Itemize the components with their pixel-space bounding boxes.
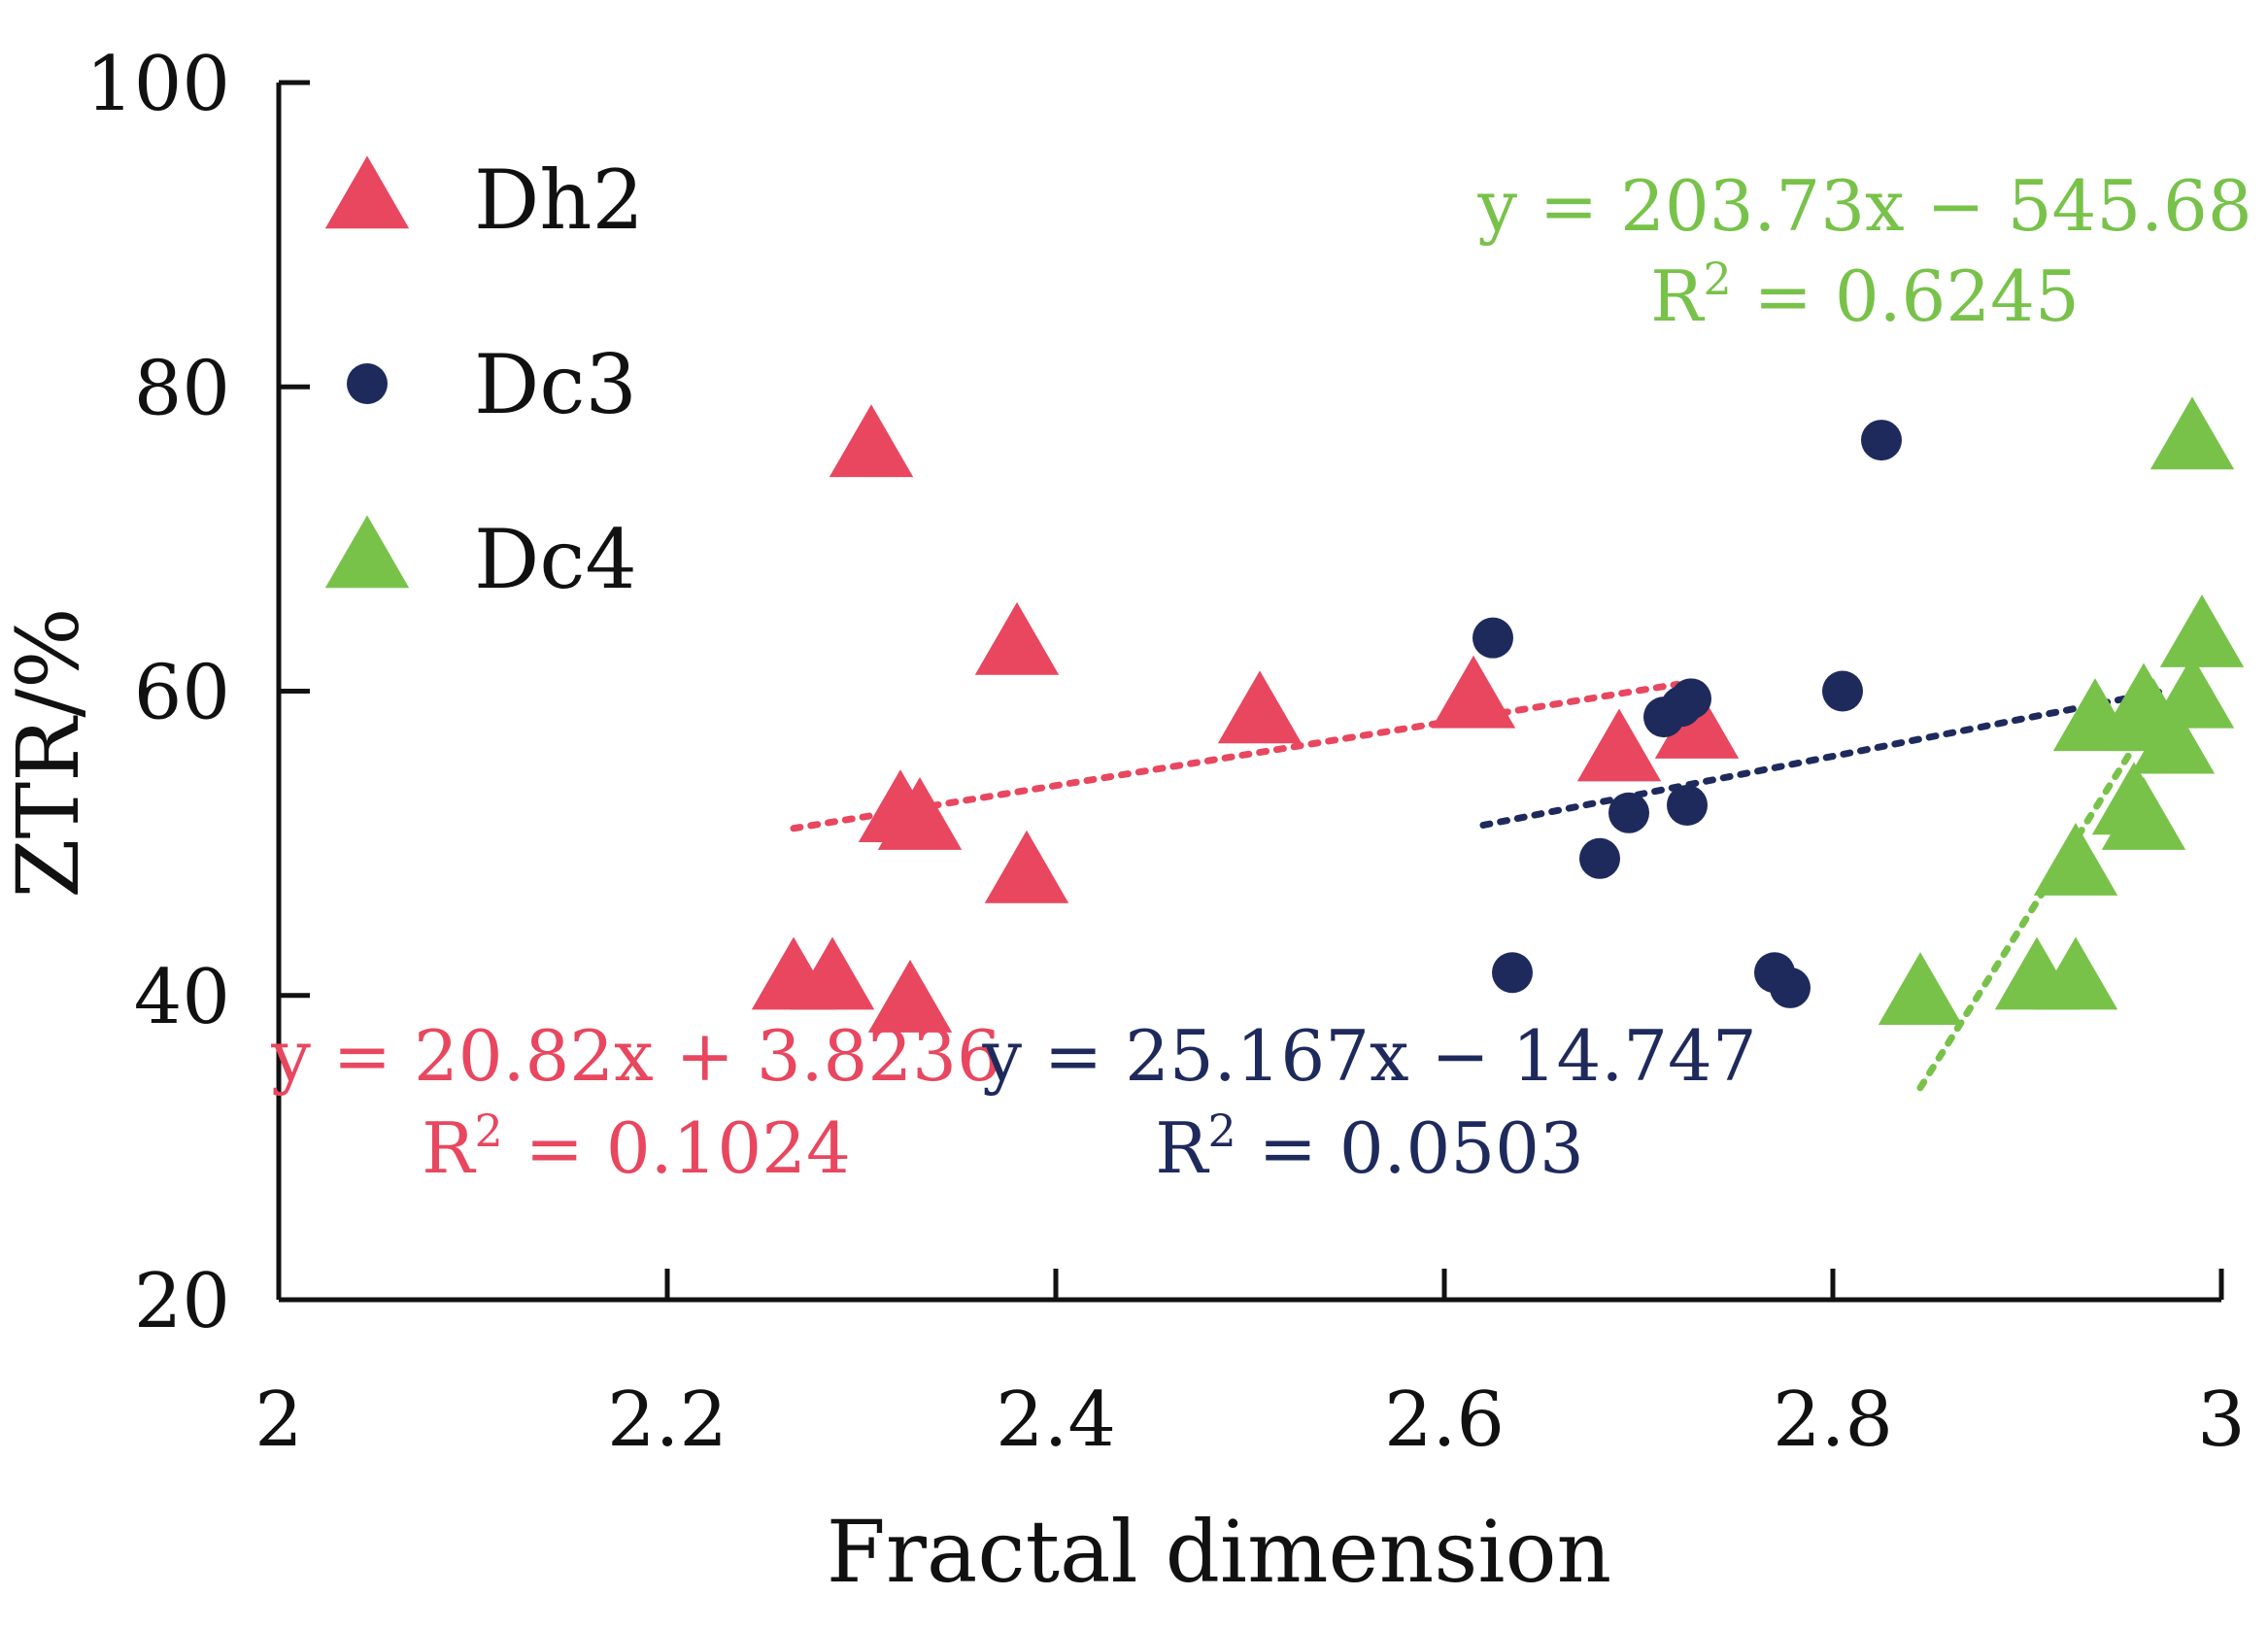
point-dc3 xyxy=(1473,617,1513,659)
y-tick-label: 40 xyxy=(134,954,230,1041)
point-dh2 xyxy=(829,404,914,478)
point-dc4 xyxy=(1878,952,1963,1025)
point-dc4 xyxy=(2033,822,2118,896)
point-dc3 xyxy=(1608,792,1649,833)
x-tick-label: 2.6 xyxy=(1384,1376,1505,1464)
x-tick-label: 2 xyxy=(254,1376,303,1464)
ticks-layer: 20 40 60 80 100 2 2.2 2.4 2.6 2.8 3 xyxy=(85,41,2246,1464)
trendlines-layer xyxy=(790,680,2167,1092)
legend-label-dh2: Dh2 xyxy=(474,153,644,248)
y-tick-label: 60 xyxy=(134,650,230,737)
legend-marker-dh2 xyxy=(324,155,410,229)
point-dc3 xyxy=(1579,837,1620,879)
point-dc4 xyxy=(2033,936,2118,1010)
point-dh2 xyxy=(984,830,1069,903)
point-dc3 xyxy=(1770,967,1811,1008)
x-axis-title: Fractal dimension xyxy=(827,1502,1611,1602)
y-axis-title: ZTR/% xyxy=(0,607,98,898)
r2-dc4: R2 = 0.6245 xyxy=(1650,253,2080,337)
equation-dh2: y = 20.82x + 3.8236 xyxy=(270,1015,1001,1097)
point-dh2 xyxy=(1431,655,1516,729)
point-dc3 xyxy=(1861,420,1902,461)
point-dc3 xyxy=(1671,678,1711,720)
r2-dc3: R2 = 0.0503 xyxy=(1155,1104,1584,1189)
point-dc4 xyxy=(2150,396,2235,470)
trendline-dc4 xyxy=(1916,712,2157,1092)
y-tick-label: 100 xyxy=(85,41,230,128)
x-tick-label: 2.8 xyxy=(1773,1376,1893,1464)
x-tick-label: 3 xyxy=(2197,1376,2246,1464)
point-dh2 xyxy=(1576,708,1662,782)
point-dh2 xyxy=(1654,686,1740,759)
x-tick-label: 2.2 xyxy=(607,1376,728,1464)
y-tick-label: 80 xyxy=(134,345,230,432)
trendline-dc3 xyxy=(1479,688,2167,829)
point-dh2 xyxy=(790,936,875,1010)
point-dh2 xyxy=(974,601,1060,675)
r2-dh2: R2 = 0.1024 xyxy=(422,1104,851,1189)
point-dc4 xyxy=(2159,594,2245,667)
points-layer xyxy=(751,396,2245,1033)
legend-label-dc3: Dc3 xyxy=(474,337,637,432)
x-tick-label: 2.4 xyxy=(996,1376,1116,1464)
point-dc3 xyxy=(1492,952,1533,994)
point-dc4 xyxy=(2150,655,2235,729)
legend: Dh2 Dc3 Dc4 xyxy=(324,153,644,607)
legend-marker-dc4 xyxy=(324,515,410,589)
point-dc3 xyxy=(1667,784,1708,826)
legend-label-dc4: Dc4 xyxy=(474,512,637,607)
trendline-dh2 xyxy=(790,680,1681,832)
point-dh2 xyxy=(877,776,963,850)
point-dc4 xyxy=(2101,776,2186,850)
point-dc3 xyxy=(1822,670,1863,712)
y-tick-label: 20 xyxy=(134,1258,230,1345)
point-dc4 xyxy=(2130,700,2216,774)
equation-dc4: y = 203.73x − 545.68 xyxy=(1476,165,2251,247)
point-dh2 xyxy=(867,959,953,1033)
legend-marker-dc3 xyxy=(347,363,388,404)
point-dh2 xyxy=(1217,670,1303,744)
equation-dc3: y = 25.167x − 14.747 xyxy=(981,1015,1756,1097)
